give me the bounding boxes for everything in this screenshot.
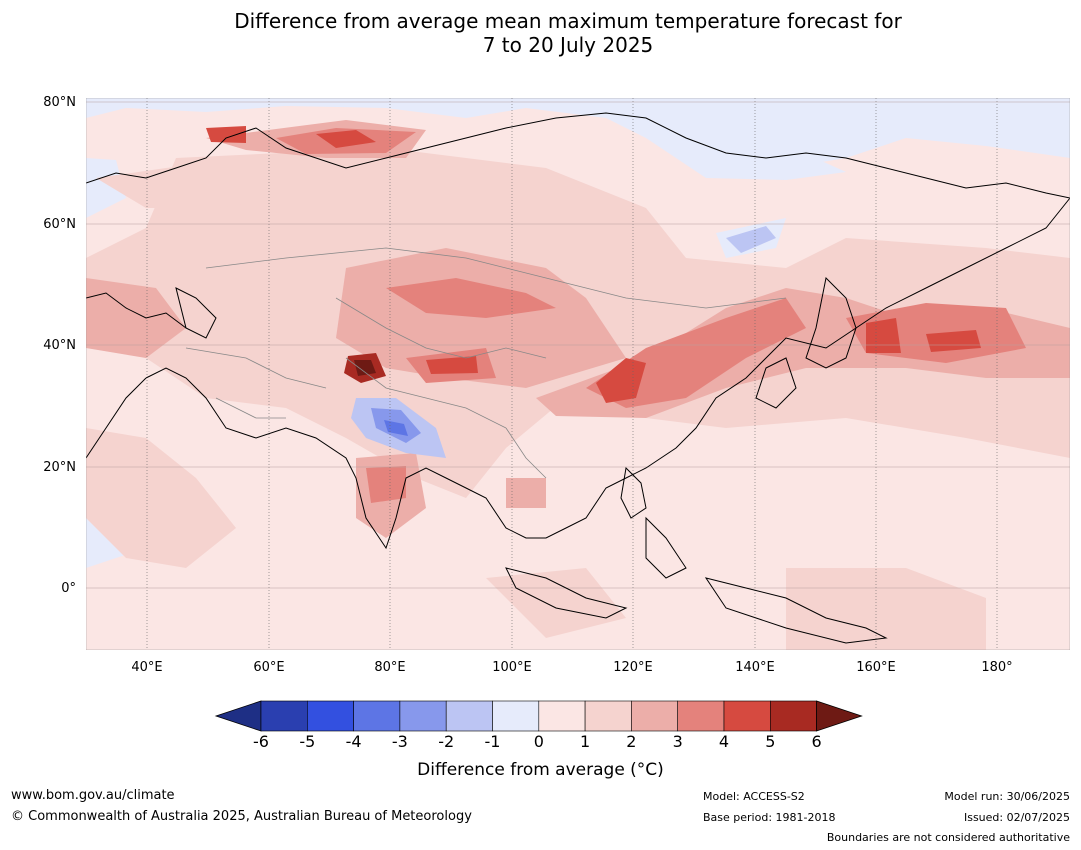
colorbar xyxy=(214,700,863,732)
map-title: Difference from average mean maximum tem… xyxy=(0,9,1081,57)
colorbar-tick-label: 3 xyxy=(672,732,683,751)
colorbar-tick-label: -1 xyxy=(484,732,501,751)
anomaly-fields xyxy=(86,98,1070,650)
colorbar-segment xyxy=(353,700,401,732)
colorbar-tick-label: 0 xyxy=(533,732,544,751)
colorbar-tick-label: 5 xyxy=(765,732,776,751)
colorbar-tick-label: -6 xyxy=(253,732,269,751)
colorbar-segment xyxy=(445,700,493,732)
colorbar-extend-low xyxy=(214,700,262,732)
model-run-text: Model run: 30/06/2025 xyxy=(944,790,1070,803)
lon-label-140e: 140°E xyxy=(735,660,775,675)
lat-label-80n: 80°N xyxy=(43,95,76,110)
colorbar-segment xyxy=(538,700,586,732)
country-borders xyxy=(185,247,787,479)
colorbar-segment xyxy=(307,700,354,732)
lat-label-60n: 60°N xyxy=(43,217,76,232)
colorbar-segment xyxy=(723,700,771,732)
coastlines xyxy=(86,112,1070,644)
colorbar-tick-label: 2 xyxy=(626,732,637,751)
title-line-1: Difference from average mean maximum tem… xyxy=(234,9,902,33)
colorbar-tick-label: -2 xyxy=(438,732,455,751)
lon-label-100e: 100°E xyxy=(492,660,532,675)
colorbar-tick-label: 1 xyxy=(580,732,591,751)
colorbar-extend-high xyxy=(816,700,863,732)
colorbar-segment xyxy=(399,700,447,732)
colorbar-tick-label: -4 xyxy=(345,732,362,751)
lon-label-160e: 160°E xyxy=(856,660,896,675)
colorbar-segment xyxy=(677,700,725,732)
anomaly-map xyxy=(86,98,1070,650)
colorbar-segment xyxy=(492,700,540,732)
lon-label-40e: 40°E xyxy=(131,660,163,675)
colorbar-tick-label: 4 xyxy=(718,732,730,751)
lat-label-0: 0° xyxy=(61,581,76,596)
graticule xyxy=(146,98,998,650)
colorbar-caption: Difference from average (°C) xyxy=(417,760,664,780)
website-link[interactable]: www.bom.gov.au/climate xyxy=(11,788,175,803)
colorbar-tick-label: 6 xyxy=(811,732,822,751)
issued-text: Issued: 02/07/2025 xyxy=(963,811,1070,824)
lon-label-80e: 80°E xyxy=(374,660,406,675)
title-line-2: 7 to 20 July 2025 xyxy=(482,33,654,57)
copyright-text: © Commonwealth of Australia 2025, Austra… xyxy=(11,809,472,824)
colorbar-segment xyxy=(631,700,678,732)
model-text: Model: ACCESS-S2 xyxy=(703,790,805,803)
base-period-text: Base period: 1981-2018 xyxy=(703,811,836,824)
lon-label-60e: 60°E xyxy=(253,660,285,675)
colorbar-segment xyxy=(584,700,632,732)
boundaries-disclaimer: Boundaries are not considered authoritat… xyxy=(826,831,1070,844)
lat-label-20n: 20°N xyxy=(43,460,76,475)
lat-label-40n: 40°N xyxy=(43,338,76,353)
colorbar-segment xyxy=(260,700,308,732)
colorbar-tick-label: -3 xyxy=(391,732,408,751)
colorbar-segment xyxy=(769,700,817,732)
colorbar-tick-label: -5 xyxy=(299,732,316,751)
lon-label-180: 180° xyxy=(981,660,1013,675)
lon-label-120e: 120°E xyxy=(613,660,653,675)
latitude-lines xyxy=(86,101,1070,589)
